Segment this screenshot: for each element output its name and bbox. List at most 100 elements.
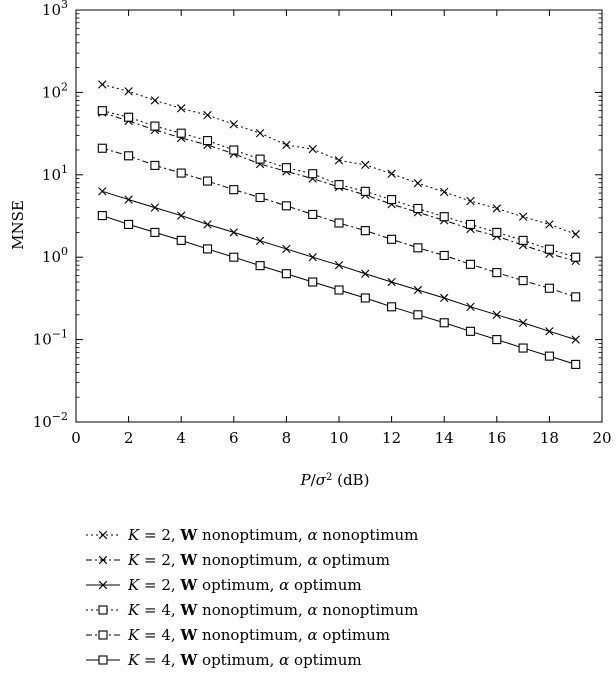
data-point	[519, 344, 527, 352]
legend-item-1: K = 2, W nonoptimum, α nonoptimum	[86, 526, 418, 544]
data-point	[362, 270, 370, 278]
x-tick-label: 20	[592, 429, 611, 447]
data-point	[440, 294, 448, 302]
data-point	[99, 81, 107, 89]
data-point	[177, 236, 185, 244]
data-point	[546, 328, 554, 336]
data-point	[204, 245, 212, 253]
data-point	[283, 245, 291, 253]
data-point	[256, 129, 264, 137]
data-point	[204, 111, 212, 119]
data-point	[230, 121, 238, 129]
x-tick-label: 6	[229, 429, 239, 447]
x-tick-label: 14	[435, 429, 454, 447]
data-point	[125, 88, 133, 96]
data-point	[545, 284, 553, 292]
x-tick-label: 0	[71, 429, 81, 447]
data-point	[493, 228, 501, 236]
x-tick-label: 10	[329, 429, 348, 447]
legend-label: K = 2, W optimum, α optimum	[127, 576, 362, 594]
legend-item-2: K = 2, W nonoptimum, α optimum	[86, 551, 390, 569]
legend-item-3: K = 2, W optimum, α optimum	[86, 576, 362, 594]
data-point	[282, 202, 290, 210]
data-point	[282, 164, 290, 172]
data-point	[98, 144, 106, 152]
data-point	[414, 179, 422, 187]
data-point	[519, 236, 527, 244]
series-line	[102, 84, 575, 234]
x-tick-label: 18	[540, 429, 559, 447]
data-point	[335, 219, 343, 227]
data-point	[335, 286, 343, 294]
data-point	[572, 230, 580, 238]
legend-label: K = 4, W nonoptimum, α nonoptimum	[127, 601, 418, 619]
axes: 0 2 4 6 8 10 12 14 16 18 20 10−2 10−1 100 101 102 103	[33, 0, 612, 447]
x-tick-label: 16	[487, 429, 506, 447]
x-tick-label: 8	[282, 429, 292, 447]
legend-marker	[99, 631, 107, 639]
data-point	[493, 311, 501, 319]
data-point	[151, 161, 159, 169]
x-axis-label: P/σ2 (dB)	[300, 471, 370, 489]
data-point	[98, 212, 106, 220]
y-tick-label: 102	[42, 80, 68, 101]
data-point	[99, 188, 107, 196]
legend-label: K = 2, W nonoptimum, α optimum	[127, 551, 390, 569]
y-tick-label: 103	[42, 0, 68, 19]
data-point	[125, 220, 133, 228]
data-point	[230, 186, 238, 194]
data-point	[98, 107, 106, 115]
data-point	[335, 181, 343, 189]
data-point	[151, 204, 159, 212]
legend-marker	[99, 531, 107, 539]
data-point	[467, 327, 475, 335]
data-point	[177, 169, 185, 177]
data-point	[545, 352, 553, 360]
data-point	[204, 177, 212, 185]
data-point	[440, 213, 448, 221]
data-point	[467, 260, 475, 268]
legend-item-5: K = 4, W nonoptimum, α optimum	[86, 626, 390, 644]
data-point	[493, 205, 501, 213]
data-point	[282, 270, 290, 278]
legend-marker	[99, 606, 107, 614]
data-point	[362, 161, 370, 169]
data-point	[546, 221, 554, 229]
data-point	[388, 278, 396, 286]
data-point	[230, 146, 238, 154]
data-point	[309, 170, 317, 178]
data-point	[440, 319, 448, 327]
series-4	[98, 107, 579, 262]
data-point	[572, 336, 580, 344]
data-point	[572, 253, 580, 261]
data-point	[467, 197, 475, 205]
data-point	[256, 237, 264, 245]
legend-label: K = 2, W nonoptimum, α nonoptimum	[127, 526, 418, 544]
data-point	[493, 269, 501, 277]
data-point	[309, 210, 317, 218]
data-point	[230, 253, 238, 261]
data-point	[388, 303, 396, 311]
data-point	[414, 311, 422, 319]
data-point	[467, 220, 475, 228]
x-tick-label: 12	[382, 429, 401, 447]
data-point	[493, 336, 501, 344]
data-point	[256, 155, 264, 163]
data-point	[519, 277, 527, 285]
y-tick-label: 101	[42, 163, 68, 184]
data-point	[309, 278, 317, 286]
legend-marker	[99, 656, 107, 664]
data-point	[151, 97, 159, 105]
y-axis-label: MNSE	[9, 200, 27, 250]
legend-label: K = 4, W nonoptimum, α optimum	[127, 626, 390, 644]
series-1	[99, 81, 580, 238]
data-point	[414, 286, 422, 294]
data-point	[361, 227, 369, 235]
data-point	[335, 261, 343, 269]
data-point	[440, 188, 448, 196]
data-point	[309, 145, 317, 153]
data-point	[414, 244, 422, 252]
data-point	[125, 152, 133, 160]
legend: K = 2, W nonoptimum, α nonoptimum K = 2, …	[86, 526, 418, 669]
data-point	[572, 293, 580, 301]
